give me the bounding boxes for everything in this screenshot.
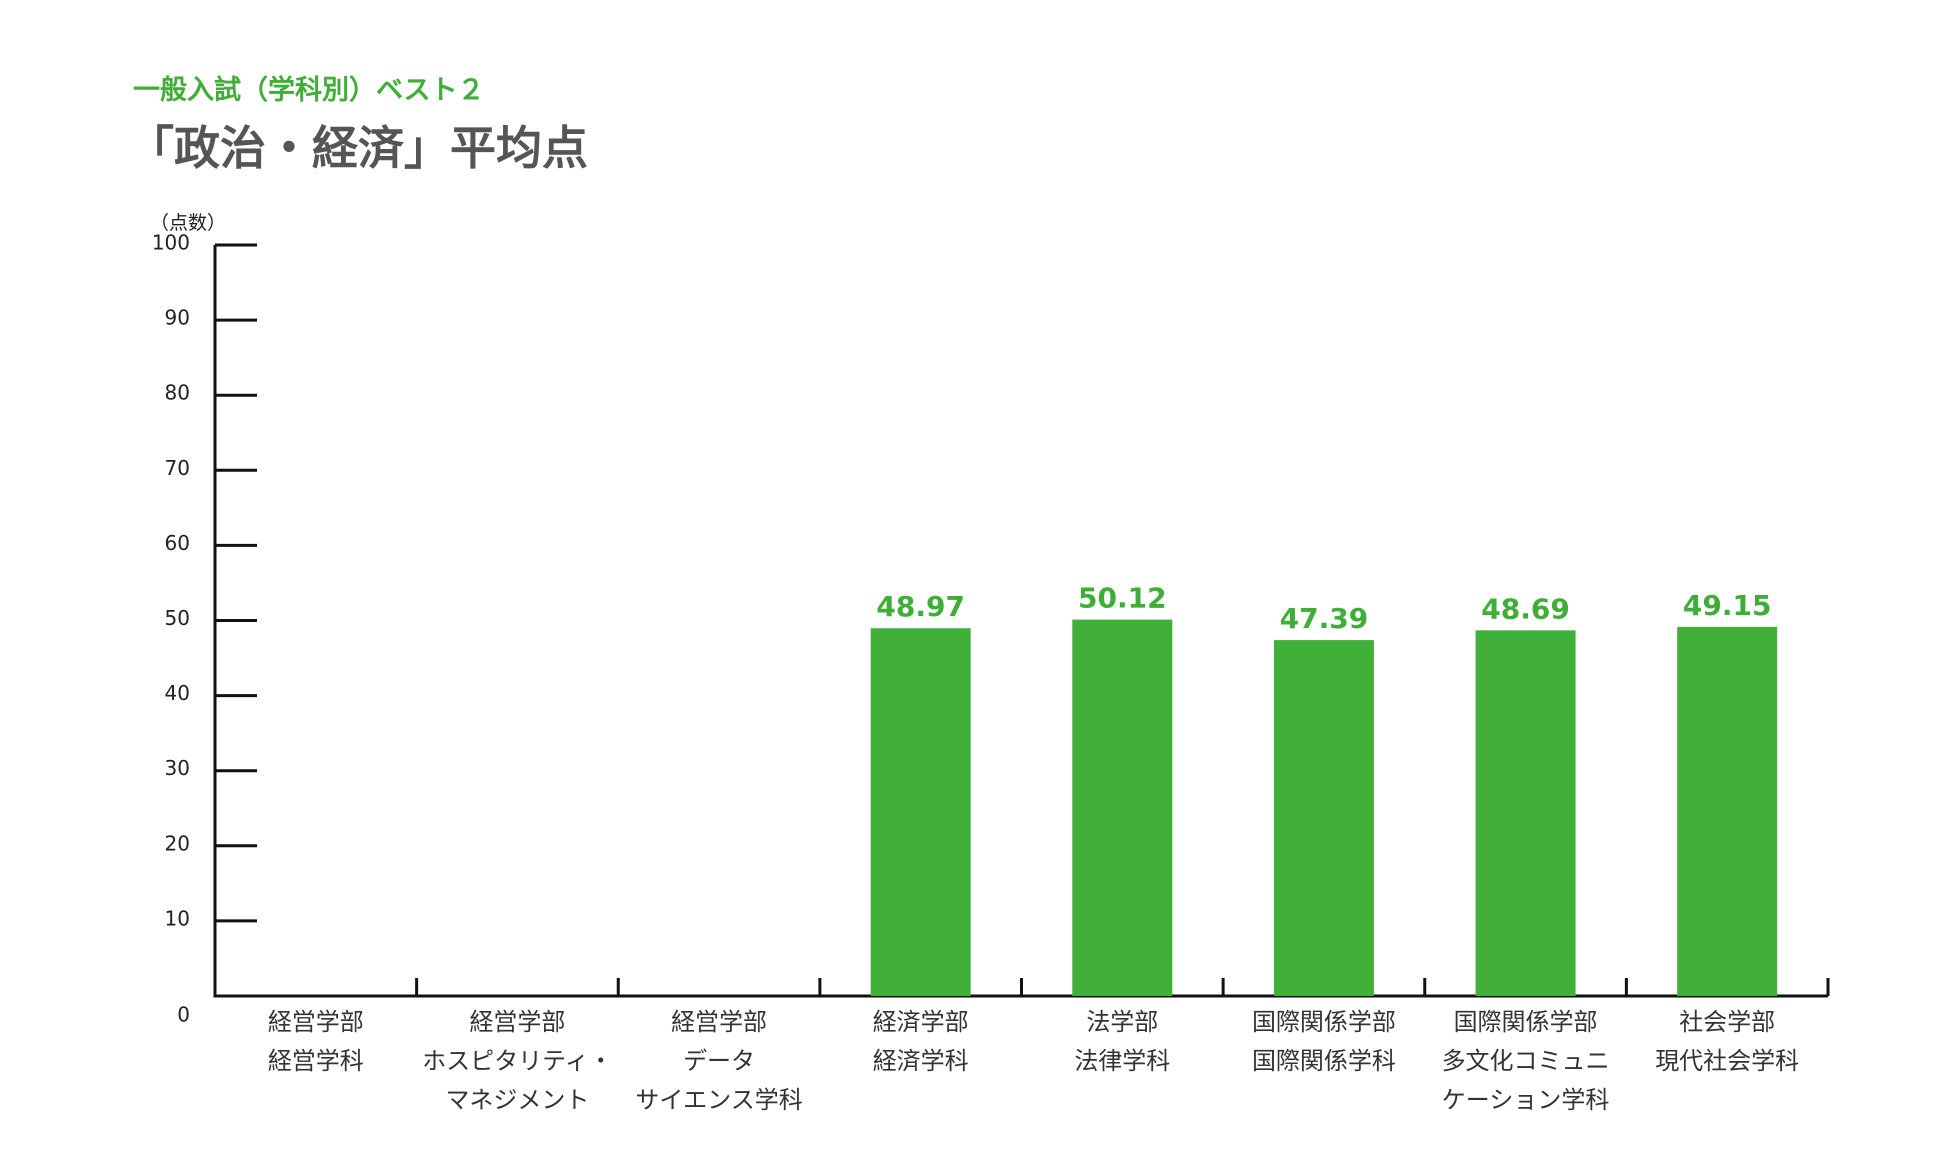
category-label-line: ケーション学科	[1442, 1086, 1610, 1114]
category-label: 社会学部現代社会学科	[1655, 1008, 1799, 1075]
category-label-line: 国際関係学科	[1252, 1047, 1396, 1075]
bar	[1072, 619, 1173, 996]
category-label: 経営学部経営学科	[268, 1008, 364, 1075]
value-labels: 48.97 50.12 47.39 48.69 49.15	[876, 582, 1771, 636]
category-labels: 経営学部経営学科経営学部ホスピタリティ・マネジメント経営学部データサイエンス学科…	[268, 1008, 1799, 1114]
category-label-line: 国際関係学部	[1454, 1008, 1598, 1036]
bar	[1273, 640, 1374, 996]
category-label-line: マネジメント	[445, 1086, 589, 1114]
category-label-line: ホスピタリティ・	[422, 1047, 613, 1075]
y-tick-label: 0	[177, 1003, 190, 1027]
bar	[1677, 626, 1778, 996]
y-axis-label: （点数）	[150, 212, 226, 234]
category-label: 国際関係学部多文化コミュニケーション学科	[1442, 1008, 1610, 1114]
category-label-line: サイエンス学科	[635, 1086, 802, 1114]
category-label-line: 国際関係学部	[1252, 1008, 1396, 1036]
category-label-line: 経営学科	[268, 1047, 364, 1075]
y-tick-label: 50	[165, 606, 190, 630]
category-label-line: 経済学科	[873, 1047, 969, 1075]
y-tick-label: 70	[165, 456, 190, 480]
y-tick-label: 20	[165, 831, 190, 855]
chart-subtitle: 一般入試（学科別）ベスト２	[133, 75, 485, 106]
y-tick-label: 60	[165, 531, 190, 555]
y-tick-label: 40	[165, 681, 190, 705]
bar	[1475, 630, 1576, 996]
category-label: 国際関係学部国際関係学科	[1252, 1008, 1396, 1075]
data-label: 48.69	[1481, 592, 1570, 625]
category-label: 経営学部ホスピタリティ・マネジメント	[422, 1008, 613, 1114]
y-tick-label: 100	[152, 231, 190, 255]
y-ticks: 0 10 20 30 40 50 60 70 80 90 100	[152, 231, 257, 1027]
data-label: 50.12	[1078, 582, 1167, 615]
category-label: 法学部法律学科	[1074, 1008, 1170, 1075]
category-label-line: 現代社会学科	[1655, 1047, 1799, 1075]
category-label-line: 経営学部	[268, 1008, 364, 1036]
data-label: 48.97	[876, 590, 965, 623]
category-label-line: 社会学部	[1679, 1008, 1775, 1036]
category-label-line: 法学部	[1086, 1008, 1158, 1036]
category-label-line: 経営学部	[469, 1008, 565, 1036]
chart-title: 「政治・経済」平均点	[128, 121, 588, 175]
bars	[870, 619, 1778, 996]
category-label-line: 法律学科	[1074, 1047, 1170, 1075]
y-tick-label: 30	[165, 756, 190, 780]
axes	[213, 245, 1830, 998]
y-tick-label: 10	[165, 906, 190, 930]
category-label-line: 経済学部	[873, 1008, 969, 1036]
category-label: 経済学部経済学科	[873, 1008, 969, 1075]
bar	[870, 628, 971, 996]
data-label: 47.39	[1280, 602, 1369, 635]
y-tick-label: 90	[165, 306, 190, 330]
data-label: 49.15	[1683, 589, 1772, 622]
category-label-line: 多文化コミュニ	[1442, 1047, 1610, 1075]
category-label-line: 経営学部	[671, 1008, 767, 1036]
category-label: 経営学部データサイエンス学科	[635, 1008, 802, 1114]
y-tick-label: 80	[165, 381, 190, 405]
category-label-line: データ	[683, 1047, 755, 1075]
